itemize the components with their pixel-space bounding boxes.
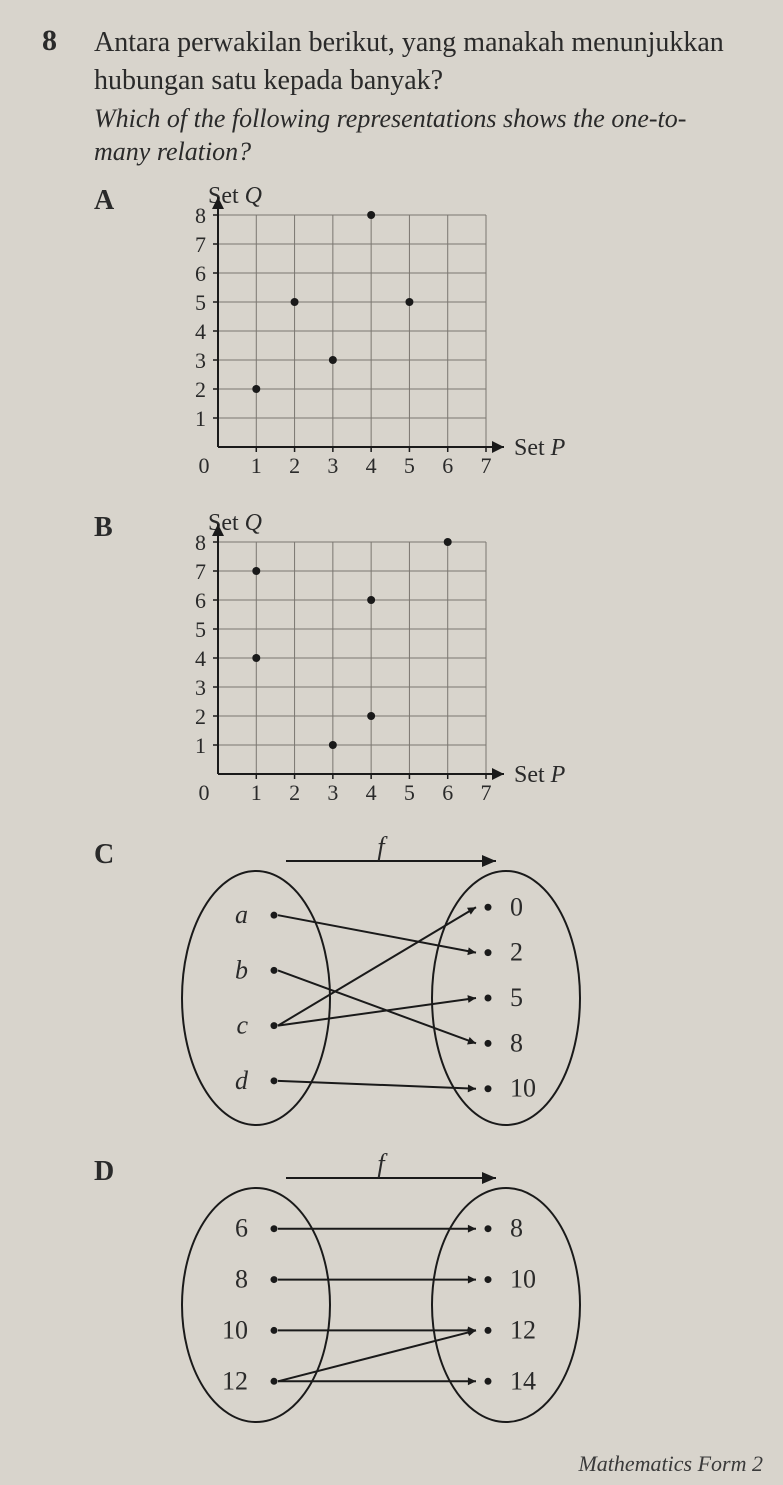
svg-text:0: 0 bbox=[510, 892, 523, 921]
svg-text:7: 7 bbox=[195, 559, 206, 584]
svg-text:7: 7 bbox=[195, 232, 206, 257]
svg-text:10: 10 bbox=[222, 1316, 248, 1345]
choice-C-content: f abcd 0 2 5 8 10 bbox=[146, 835, 741, 1140]
svg-text:5: 5 bbox=[404, 453, 415, 478]
svg-text:2: 2 bbox=[195, 704, 206, 729]
question-text-en: Which of the following representations s… bbox=[94, 102, 741, 170]
svg-text:8: 8 bbox=[510, 1029, 523, 1058]
svg-text:8: 8 bbox=[235, 1265, 248, 1294]
svg-text:2: 2 bbox=[289, 780, 300, 805]
svg-text:7: 7 bbox=[481, 780, 492, 805]
svg-text:1: 1 bbox=[251, 453, 262, 478]
svg-text:12: 12 bbox=[510, 1316, 536, 1345]
svg-text:10: 10 bbox=[510, 1265, 536, 1294]
svg-text:f: f bbox=[377, 1152, 388, 1178]
svg-text:a: a bbox=[235, 900, 248, 929]
svg-text:8: 8 bbox=[195, 203, 206, 228]
choice-B-label: B bbox=[94, 508, 122, 544]
svg-text:5: 5 bbox=[195, 290, 206, 315]
choice-A-label: A bbox=[94, 181, 122, 217]
footer-text: Mathematics Form 2 bbox=[0, 1447, 783, 1485]
svg-text:8: 8 bbox=[510, 1214, 523, 1243]
svg-text:2: 2 bbox=[195, 377, 206, 402]
arrow-diagram-D: f 6 8 10 12 8 10 12 14 bbox=[146, 1152, 626, 1432]
choice-C-label: C bbox=[94, 835, 122, 871]
svg-text:3: 3 bbox=[327, 780, 338, 805]
svg-text:6: 6 bbox=[195, 588, 206, 613]
choice-A-content: Set Q1234567123456780Set P bbox=[146, 181, 741, 496]
question-number: 8 bbox=[42, 24, 70, 1437]
chart-A: Set Q1234567123456780Set P bbox=[146, 181, 576, 491]
chart-B: Set Q1234567123456780Set P bbox=[146, 508, 576, 818]
svg-text:4: 4 bbox=[366, 453, 377, 478]
svg-text:6: 6 bbox=[195, 261, 206, 286]
svg-text:2: 2 bbox=[289, 453, 300, 478]
svg-text:2: 2 bbox=[510, 938, 523, 967]
arrow-diagram-C: f abcd 0 2 5 8 10 bbox=[146, 835, 626, 1135]
svg-text:3: 3 bbox=[195, 675, 206, 700]
svg-text:f: f bbox=[377, 835, 388, 861]
svg-text:Set P: Set P bbox=[514, 762, 566, 788]
question-body: Antara perwakilan berikut, yang manakah … bbox=[94, 24, 741, 1437]
choice-A: A Set Q1234567123456780Set P bbox=[94, 181, 741, 496]
svg-text:c: c bbox=[236, 1011, 248, 1040]
svg-text:14: 14 bbox=[510, 1366, 536, 1395]
choice-B: B Set Q1234567123456780Set P bbox=[94, 508, 741, 823]
svg-text:1: 1 bbox=[251, 780, 262, 805]
svg-text:Set P: Set P bbox=[514, 435, 566, 461]
choice-C: C f abcd 0 2 5 8 10 bbox=[94, 835, 741, 1140]
svg-text:6: 6 bbox=[442, 453, 453, 478]
svg-text:5: 5 bbox=[510, 983, 523, 1012]
page: 8 Antara perwakilan berikut, yang manaka… bbox=[0, 0, 783, 1447]
svg-text:6: 6 bbox=[235, 1214, 248, 1243]
svg-text:7: 7 bbox=[481, 453, 492, 478]
svg-text:3: 3 bbox=[327, 453, 338, 478]
svg-text:1: 1 bbox=[195, 733, 206, 758]
svg-text:5: 5 bbox=[195, 617, 206, 642]
choice-D-label: D bbox=[94, 1152, 122, 1188]
svg-text:10: 10 bbox=[510, 1074, 536, 1103]
svg-text:4: 4 bbox=[366, 780, 377, 805]
svg-text:6: 6 bbox=[442, 780, 453, 805]
question-row: 8 Antara perwakilan berikut, yang manaka… bbox=[42, 24, 741, 1437]
svg-text:8: 8 bbox=[195, 530, 206, 555]
choice-B-content: Set Q1234567123456780Set P bbox=[146, 508, 741, 823]
choice-D-content: f 6 8 10 12 8 10 12 14 bbox=[146, 1152, 741, 1437]
svg-text:1: 1 bbox=[195, 406, 206, 431]
svg-text:d: d bbox=[235, 1066, 249, 1095]
svg-text:0: 0 bbox=[199, 453, 210, 478]
choice-D: D f 6 8 10 12 8 10 12 14 bbox=[94, 1152, 741, 1437]
svg-text:b: b bbox=[235, 956, 248, 985]
svg-text:5: 5 bbox=[404, 780, 415, 805]
svg-text:12: 12 bbox=[222, 1366, 248, 1395]
svg-text:4: 4 bbox=[195, 319, 206, 344]
svg-text:0: 0 bbox=[199, 780, 210, 805]
question-text-ms: Antara perwakilan berikut, yang manakah … bbox=[94, 24, 741, 100]
svg-text:3: 3 bbox=[195, 348, 206, 373]
svg-text:4: 4 bbox=[195, 646, 206, 671]
